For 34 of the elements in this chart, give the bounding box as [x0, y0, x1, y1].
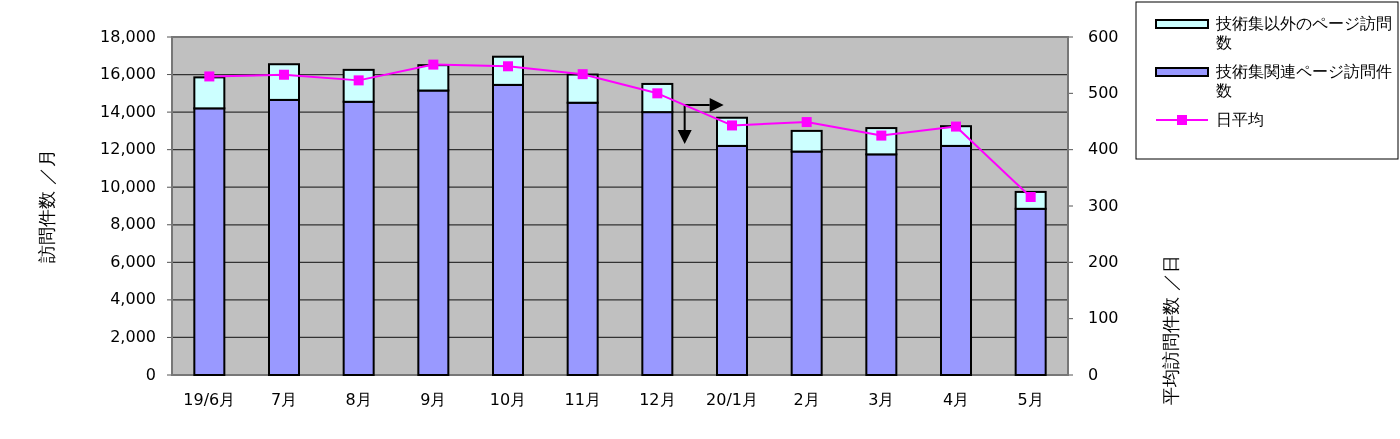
y-tick-label: 4,000	[110, 289, 156, 309]
y2-tick-label: 600	[1088, 26, 1119, 46]
x-tick-label: 10月	[489, 390, 527, 409]
y-tick-label: 2,000	[110, 326, 156, 346]
x-tick-label: 5月	[1017, 390, 1044, 409]
x-tick-label: 8月	[345, 390, 372, 409]
y2-axis-title: 平均訪問件数 ／日	[1160, 255, 1181, 405]
x-tick-label: 19/6月	[183, 390, 236, 409]
y-tick-label: 8,000	[110, 214, 156, 234]
y-tick-label: 12,000	[100, 139, 156, 159]
y2-tick-label: 300	[1088, 195, 1119, 215]
x-tick-label: 4月	[942, 390, 970, 409]
y2-tick-label: 100	[1088, 308, 1119, 328]
x-tick-label: 9月	[420, 390, 447, 409]
x-tick-label: 2月	[793, 390, 820, 409]
y-tick-label: 14,000	[100, 101, 156, 121]
y-tick-label: 16,000	[100, 64, 156, 84]
y-tick-label: 6,000	[110, 251, 156, 271]
y-tick-label: 10,000	[100, 176, 156, 196]
legend-label: 日平均	[1216, 109, 1264, 129]
y2-tick-label: 400	[1088, 139, 1119, 159]
legend-label: 技術集関連ページ訪問件数	[1215, 61, 1392, 100]
x-tick-label: 20/1月	[706, 390, 758, 409]
x-tick-label: 12月	[639, 390, 676, 409]
x-tick-label: 3月	[868, 390, 895, 409]
x-tick-label: 11月	[564, 390, 601, 409]
x-tick-label: 7月	[270, 390, 298, 409]
y-axis-title: 訪問件数 ／月	[36, 149, 57, 263]
y2-tick-label: 500	[1088, 82, 1119, 102]
y-tick-label: 18,000	[100, 26, 156, 46]
legend-label: 技術集以外のページ訪問数	[1215, 13, 1392, 52]
y-tick-label: 0	[145, 364, 156, 384]
y2-tick-label: 200	[1088, 251, 1119, 271]
y2-tick-label: 0	[1088, 364, 1099, 384]
